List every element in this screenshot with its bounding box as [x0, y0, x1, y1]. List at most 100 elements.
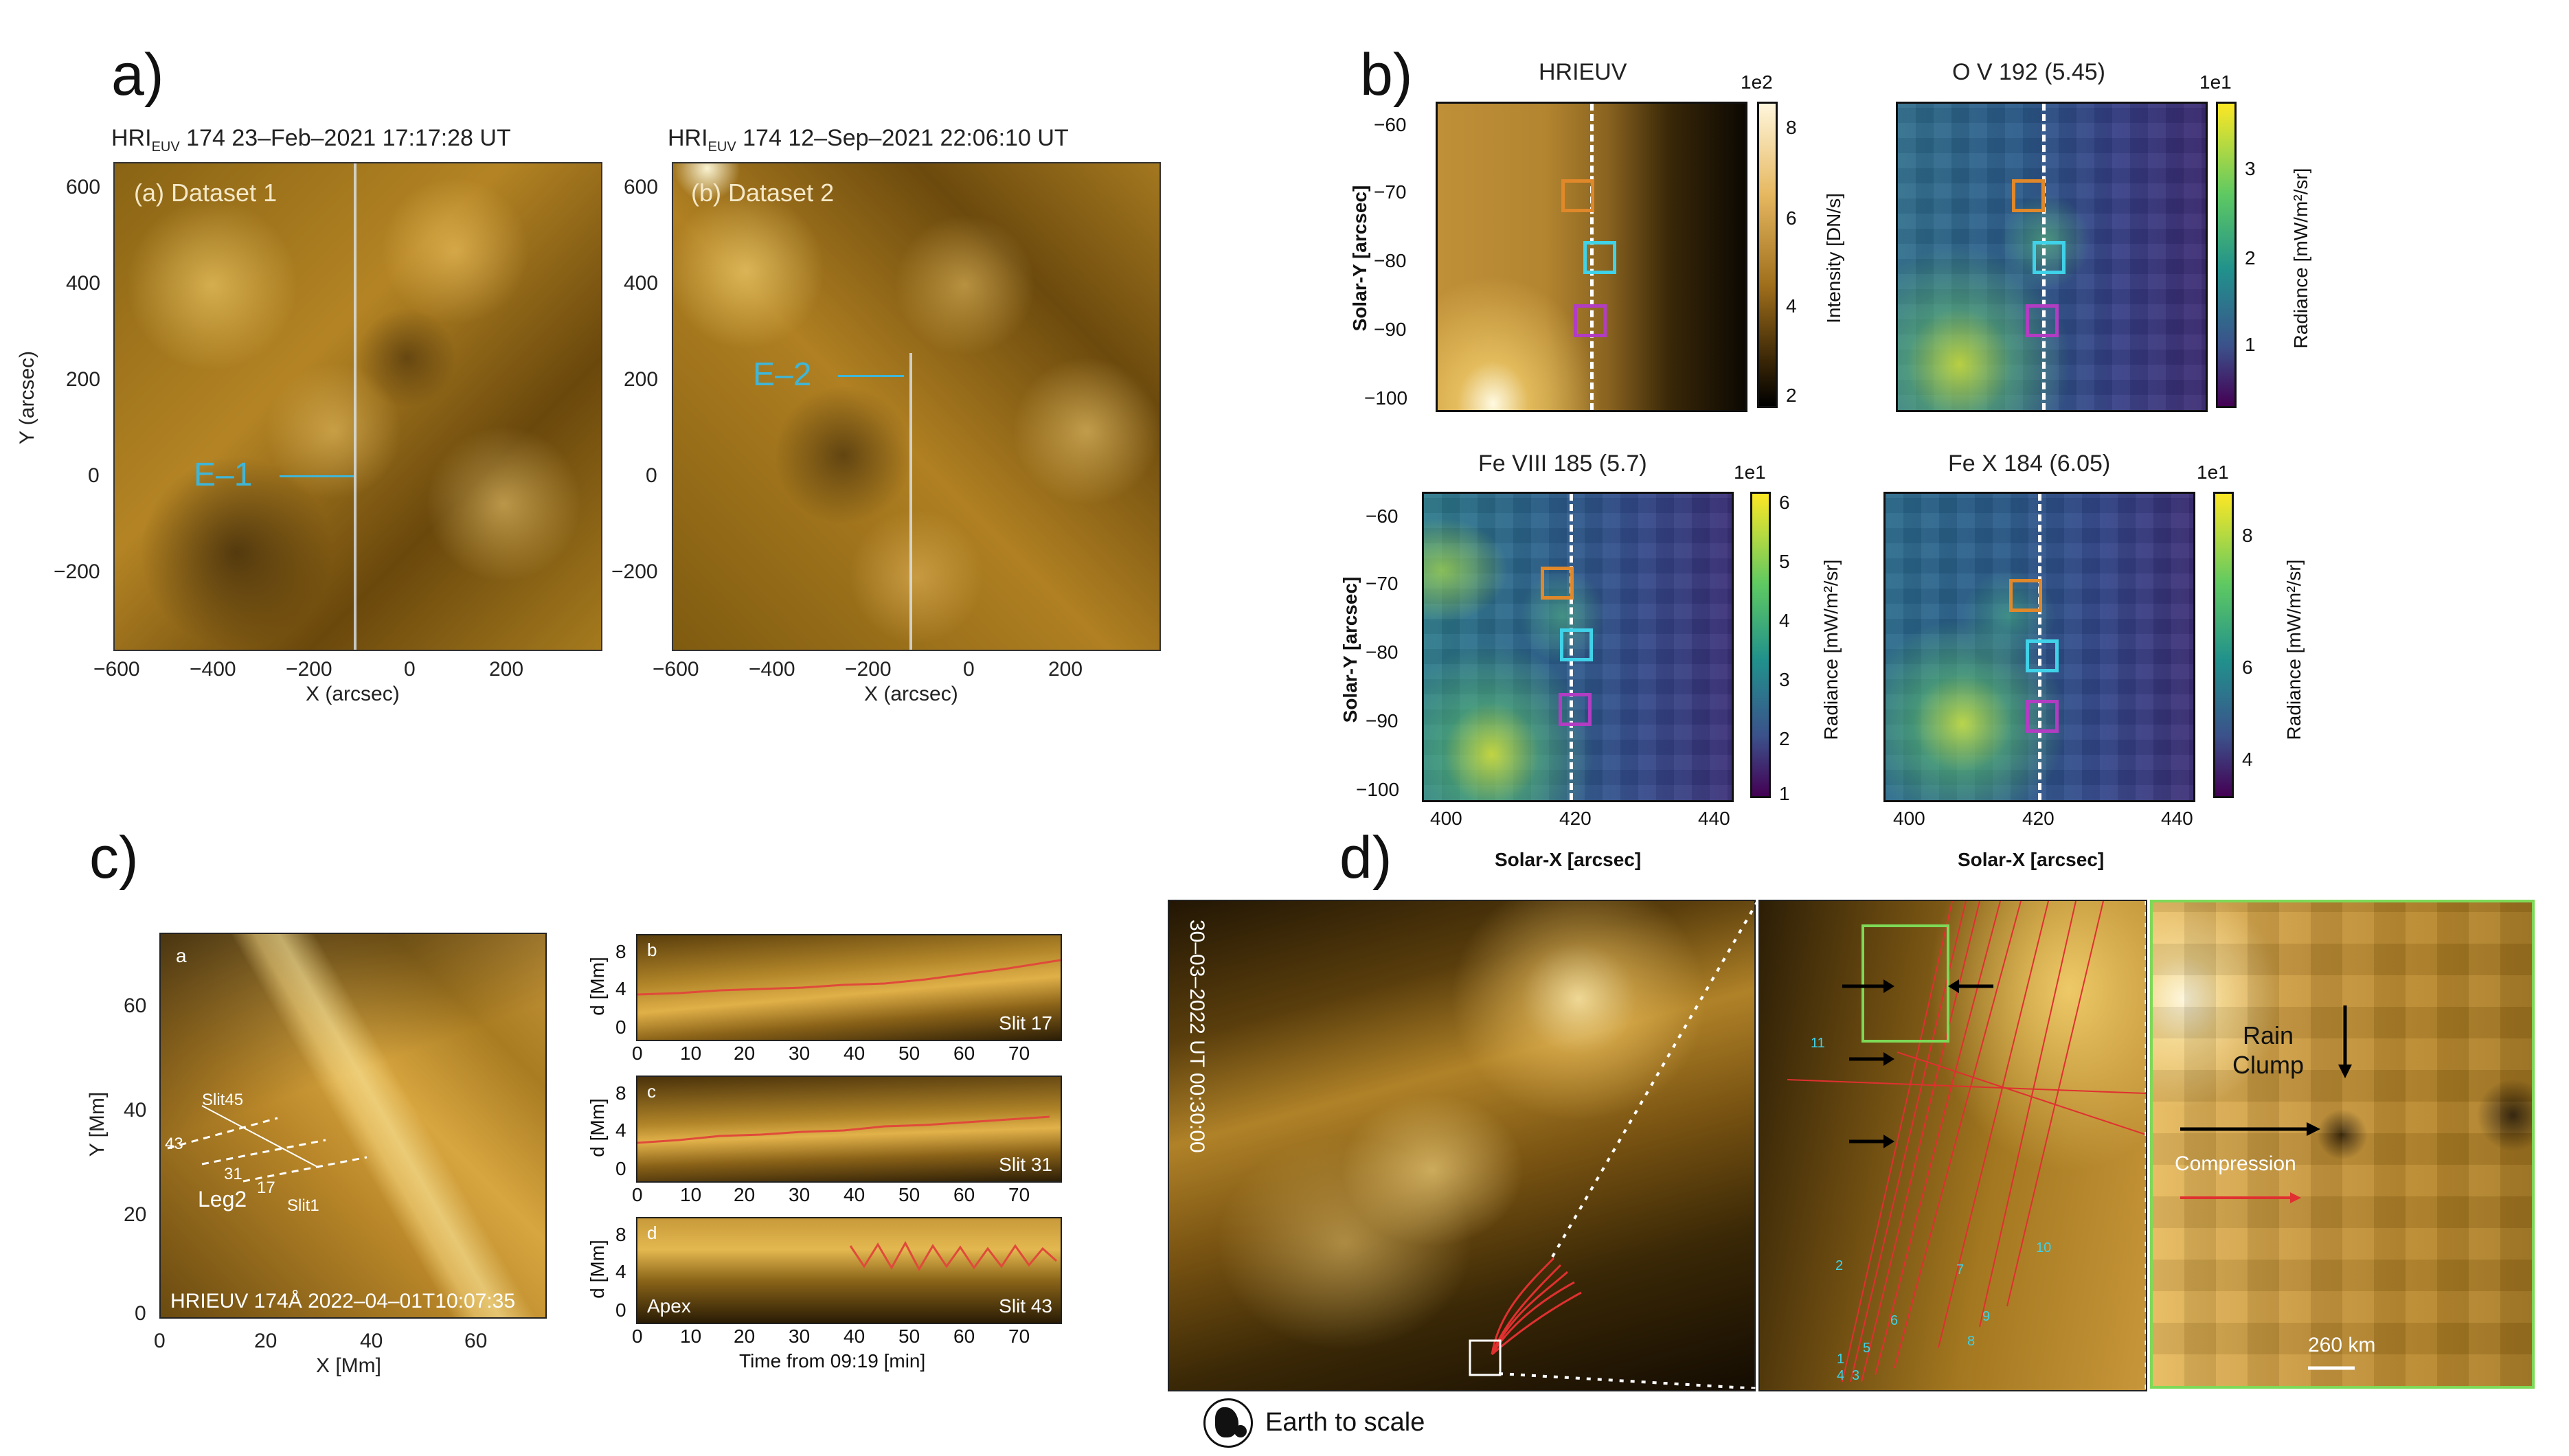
box-orange — [1541, 567, 1574, 600]
panel-b-xlabel: Solar-X [arcsec] — [1958, 849, 2105, 870]
panel-b-xtick: 400 — [1893, 808, 1925, 829]
panel-a-right-ytick: 200 — [624, 368, 659, 391]
slit-number: 1 — [1837, 1352, 1845, 1367]
panel-a-right-xtick: −600 — [653, 658, 699, 681]
map-title: Fe VIII 185 (5.7) — [1478, 451, 1647, 477]
td-xtick: 0 — [632, 1326, 643, 1347]
panel-b-xlabel: Solar-X [arcsec] — [1495, 849, 1642, 870]
box-cyan — [2026, 639, 2059, 672]
td-ytick: 0 — [615, 1299, 626, 1321]
panel-letter-b: b) — [1360, 42, 1413, 108]
td-xtick: 30 — [789, 1184, 811, 1205]
colorbar — [2216, 102, 2237, 408]
td-ytick: 4 — [615, 978, 626, 999]
panel-c-left-xtick: 40 — [360, 1330, 383, 1352]
colorbar-tick: 2 — [1779, 728, 1790, 749]
td-xtick: 60 — [953, 1326, 975, 1347]
panel-b-ylabel-bottom: Solar-Y [arcsec] — [1339, 576, 1361, 723]
colorbar-label: Radiance [mW/m²/sr] — [2290, 168, 2311, 349]
box-magenta — [2026, 304, 2059, 337]
map-title: HRIEUV — [1539, 59, 1627, 85]
td-slit-label: Slit 17 — [999, 1012, 1052, 1034]
panel-a-right-ytick: 0 — [646, 464, 657, 487]
panel-c-sub-label: a — [176, 945, 187, 966]
td-xtick: 10 — [680, 1043, 702, 1064]
td-plot-slit43: d Apex Slit 43 — [636, 1217, 1062, 1324]
panel-c-left-ytick: 20 — [124, 1203, 147, 1226]
box-cyan — [2033, 241, 2066, 274]
zoom-lines — [1498, 900, 1760, 1389]
td-xtick: 60 — [953, 1043, 975, 1064]
td-ytick: 4 — [615, 1261, 626, 1282]
panel-a-right-title: HRIEUV 174 12–Sep–2021 22:06:10 UT — [668, 125, 1069, 155]
panel-a-right-xtick: −400 — [749, 658, 795, 681]
slit-number: 10 — [2036, 1240, 2052, 1255]
panel-d-closeup-image: Rain Clump Compression 260 km — [2150, 900, 2535, 1389]
panel-b-ytick: −80 — [1374, 250, 1407, 271]
td-xtick: 20 — [734, 1184, 756, 1205]
panel-b-ytick: −70 — [1366, 573, 1399, 594]
map-hrieuv — [1436, 102, 1747, 412]
panel-a-left-xtick: 0 — [404, 658, 416, 681]
td-ytick: 0 — [615, 1158, 626, 1179]
panel-a-left-xtick: −600 — [93, 658, 140, 681]
map-fe-x-184 — [1883, 492, 2195, 802]
panel-a-right-image: (b) Dataset 2 E–2 — [672, 162, 1161, 651]
slit-dashed-line — [2042, 104, 2046, 410]
td-xtick: 50 — [898, 1326, 920, 1347]
panel-c-left-xtick: 20 — [254, 1330, 278, 1352]
colorbar-label: Radiance [mW/m²/sr] — [2283, 559, 2305, 740]
slit-number: 11 — [1811, 1036, 1825, 1051]
feature-label-e1: E–1 — [194, 457, 253, 493]
colorbar-tick: 6 — [1786, 207, 1797, 229]
td-sub-label: b — [647, 940, 657, 960]
panel-c-left-ytick: 60 — [124, 994, 147, 1017]
panel-b-ytick: −100 — [1356, 779, 1400, 800]
panel-b-ytick: −90 — [1374, 319, 1407, 340]
td-trace — [849, 1240, 1058, 1272]
panel-c-left-image: a Slit45 43 31 17 Slit1 Leg2 HRIEUV 174Å… — [159, 933, 547, 1319]
earth-caption: Earth to scale — [1265, 1408, 1425, 1437]
slit-number: 2 — [1835, 1258, 1844, 1273]
td-xtick: 0 — [632, 1184, 643, 1205]
closeup-arrows — [2180, 1005, 2355, 1370]
annotation-slit1: Slit1 — [287, 1196, 319, 1215]
panel-b-ylabel-top: Solar-Y [arcsec] — [1349, 185, 1370, 332]
panel-b-xtick: 440 — [1698, 808, 1730, 829]
panel-c-left-xlabel: X [Mm] — [316, 1354, 381, 1377]
td-xtick: 70 — [1008, 1043, 1030, 1064]
colorbar — [2213, 492, 2234, 798]
panel-a-right-xtick: 0 — [963, 658, 975, 681]
panel-a-left-xtick: −200 — [286, 658, 332, 681]
panel-b-ytick: −100 — [1364, 387, 1408, 409]
panel-a-left-ytick: 200 — [66, 368, 101, 391]
colorbar-tick: 8 — [2242, 525, 2253, 546]
earth-icon — [1203, 1398, 1253, 1448]
td-ytick: 8 — [615, 1082, 626, 1104]
box-cyan — [1583, 241, 1616, 274]
map-title: Fe X 184 (6.05) — [1948, 451, 2111, 477]
td-xtick: 30 — [789, 1326, 811, 1347]
colorbar-label: Intensity [DN/s] — [1823, 193, 1844, 323]
td-ylabel: d [Mm] — [587, 1240, 608, 1299]
td-plot-slit31: c Slit 31 — [636, 1076, 1062, 1183]
panel-a-right-ytick: 600 — [624, 176, 659, 198]
colorbar-tick: 2 — [2245, 247, 2256, 269]
annotation-slit45: Slit45 — [202, 1091, 244, 1109]
colorbar-tick: 1 — [1779, 783, 1790, 804]
panel-letter-a: a) — [111, 42, 164, 108]
colorbar-tick: 2 — [1786, 385, 1797, 406]
td-xlabel: Time from 09:19 [min] — [739, 1350, 926, 1372]
slit-number: 8 — [1967, 1334, 1976, 1349]
panel-c-footer: HRIEUV 174Å 2022–04–01T10:07:35 — [170, 1290, 516, 1312]
box-cyan — [1560, 628, 1593, 661]
zoom-red-slits — [1787, 901, 2146, 1390]
panel-b-xtick: 420 — [1559, 808, 1592, 829]
panel-a-right-inset-label: (b) Dataset 2 — [691, 179, 835, 207]
map-title: O V 192 (5.45) — [1952, 59, 2106, 85]
colorbar-exponent: 1e1 — [2197, 462, 2229, 483]
slit-dashed-line — [1590, 104, 1594, 410]
annotation-31: 31 — [224, 1165, 242, 1183]
td-ylabel: d [Mm] — [587, 957, 608, 1016]
panel-a-left-xtick: −400 — [190, 658, 236, 681]
